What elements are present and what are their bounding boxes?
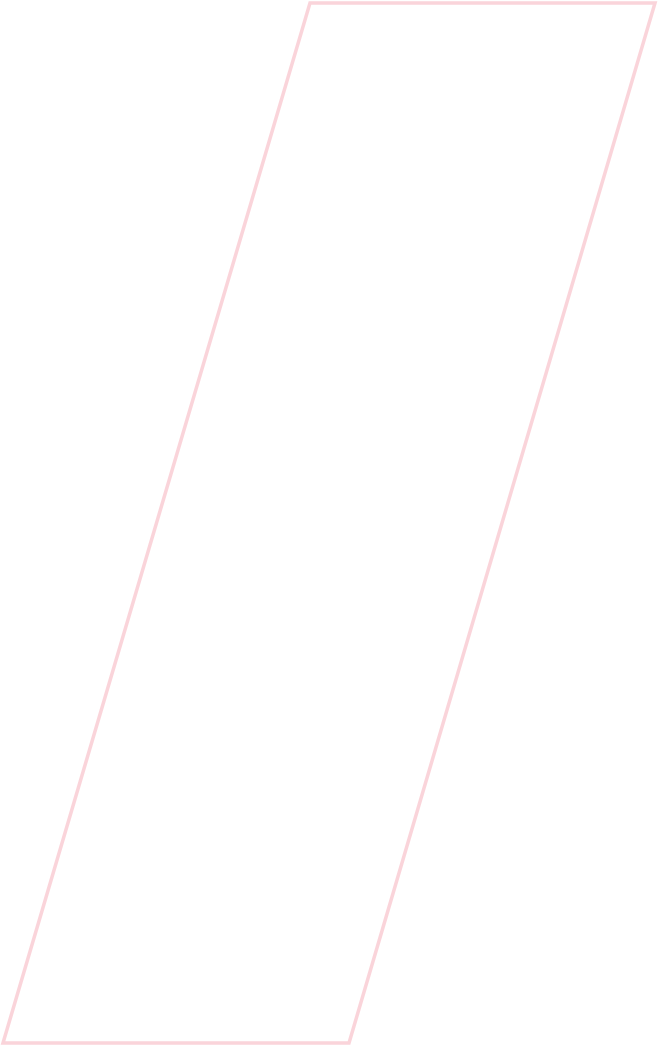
parallelogram-graphic (0, 1, 658, 1045)
parallelogram-outline (0, 1, 658, 1045)
